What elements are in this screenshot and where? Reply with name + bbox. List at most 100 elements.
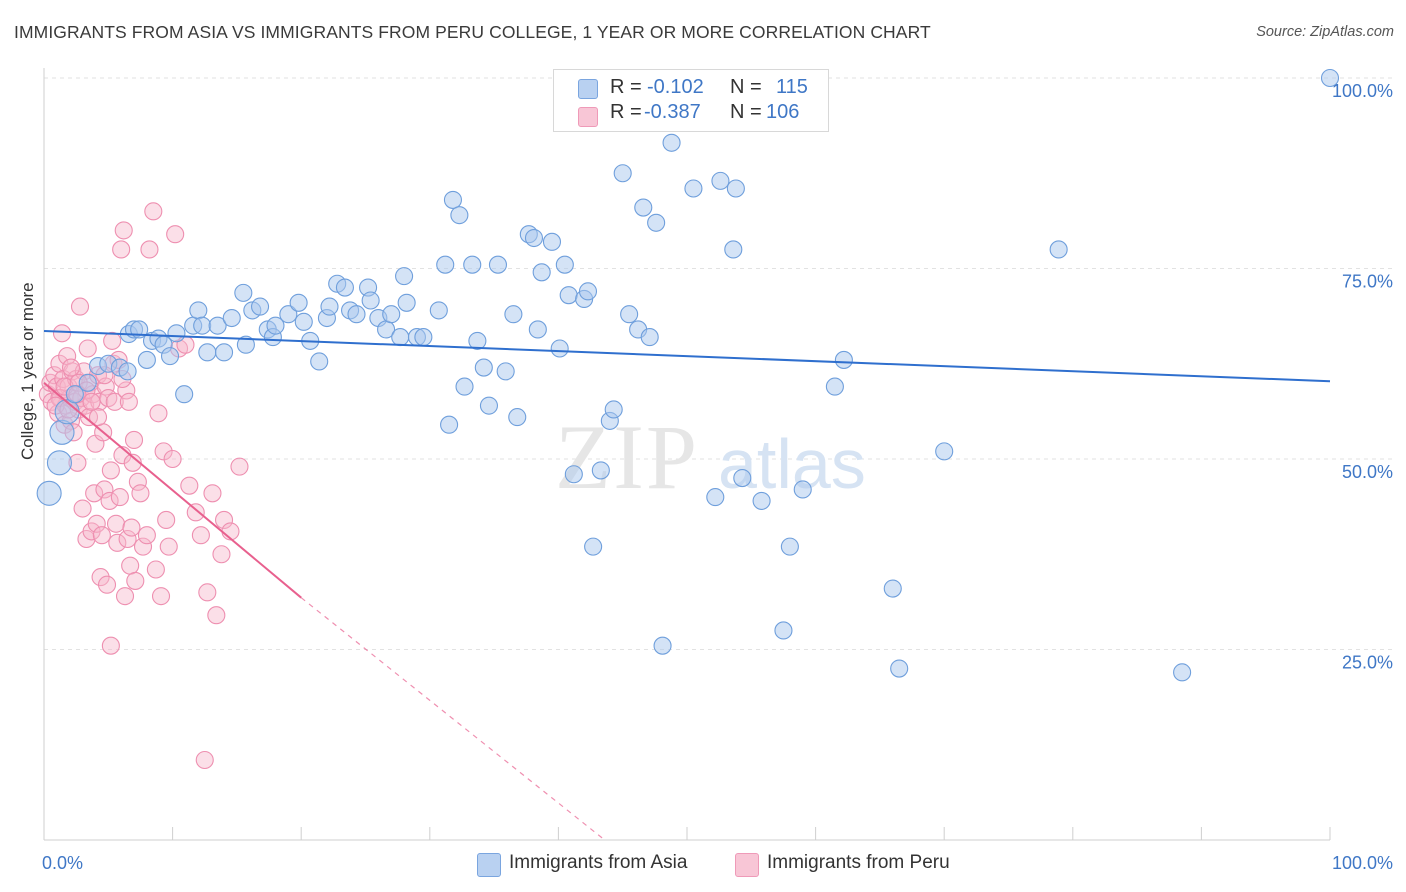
asia-point	[662, 133, 681, 152]
peru-point	[124, 430, 144, 450]
peru-point	[163, 449, 182, 469]
asia-point	[935, 442, 954, 461]
asia-point	[193, 316, 212, 335]
asia-point	[1173, 663, 1192, 682]
asia-point	[214, 343, 234, 362]
x-tick-label: 0.0%	[42, 853, 83, 873]
asia-point	[36, 480, 62, 506]
asia-point	[550, 339, 569, 358]
asia-point	[496, 362, 515, 381]
asia-point	[361, 291, 380, 310]
watermark-atlas: atlas	[718, 425, 866, 503]
asia-point	[774, 621, 793, 640]
asia-point	[653, 636, 672, 655]
peru-point	[151, 587, 171, 606]
peru-point	[87, 514, 106, 533]
peru-point	[91, 568, 110, 587]
legend-r-label: R =	[610, 76, 642, 98]
asia-point	[634, 198, 653, 217]
tick-labels: 25.0% 50.0% 75.0% 100.0% 0.0% 100.0%	[42, 81, 1393, 873]
asia-point	[752, 491, 771, 510]
chart-title: IMMIGRANTS FROM ASIA VS IMMIGRANTS FROM …	[14, 22, 931, 42]
peru-point	[159, 537, 178, 556]
peru-series	[38, 202, 249, 770]
peru-point	[157, 510, 176, 530]
peru-point	[128, 472, 147, 491]
peru-point	[126, 571, 145, 590]
asia-point	[175, 385, 194, 404]
peru-point	[212, 545, 231, 564]
peru-point	[119, 392, 138, 411]
asia-point	[890, 659, 909, 678]
asia-point	[524, 228, 544, 248]
asia-point	[397, 293, 416, 312]
peru-point	[105, 392, 124, 411]
grid-lines	[44, 77, 1392, 650]
peru-point	[73, 499, 92, 518]
peru-point	[149, 404, 168, 423]
asia-point	[508, 408, 527, 427]
source-label: Source: ZipAtlas.com	[1256, 24, 1394, 40]
peru-point	[88, 408, 108, 427]
asia-point	[711, 171, 730, 190]
asia-point	[49, 419, 75, 445]
axes	[43, 68, 1331, 841]
asia-point	[250, 297, 270, 316]
legend-asia-r: -0.102	[647, 76, 704, 98]
peru-point	[191, 526, 210, 545]
asia-point	[395, 267, 414, 286]
peru-point	[146, 560, 165, 579]
asia-point	[429, 301, 448, 320]
asia-point	[825, 377, 844, 396]
asia-point	[726, 179, 745, 198]
asia-legend-swatch	[477, 853, 501, 877]
peru-point	[100, 491, 119, 510]
legend-asia-n: 115	[776, 76, 808, 98]
asia-point	[234, 283, 253, 302]
peru-point	[90, 392, 109, 411]
asia-point	[1049, 240, 1068, 259]
asia-point	[591, 461, 610, 480]
asia-series	[36, 68, 1340, 682]
y-tick-label: 75.0%	[1342, 272, 1393, 292]
asia-point	[542, 232, 562, 251]
asia-point	[455, 377, 474, 396]
peru-point	[186, 503, 205, 522]
peru-point	[85, 484, 104, 503]
asia-point	[706, 488, 725, 507]
asia-point	[883, 579, 902, 598]
peru-point	[108, 533, 127, 552]
asia-swatch	[578, 79, 598, 99]
watermark-zip: ZIP	[555, 406, 699, 508]
asia-point	[335, 278, 354, 297]
peru-point	[115, 587, 135, 606]
asia-point	[414, 328, 433, 347]
asia-point	[479, 396, 499, 415]
asia-point	[289, 293, 308, 312]
asia-point	[382, 305, 401, 324]
asia-point	[137, 350, 156, 369]
asia-legend-label: Immigrants from Asia	[509, 852, 688, 873]
legend-r-label: R =	[610, 101, 642, 123]
peru-point	[180, 476, 199, 495]
peru-point	[101, 636, 120, 655]
legend-row-asia: R = -0.102 N = 115	[554, 73, 828, 101]
asia-point	[528, 320, 547, 339]
asia-point	[564, 465, 583, 484]
peru-point	[203, 484, 222, 503]
asia-point	[684, 179, 703, 198]
asia-point	[160, 347, 180, 366]
asia-point	[266, 316, 285, 335]
asia-point	[468, 331, 487, 350]
asia-point	[78, 373, 97, 392]
legend-row-peru: R = -0.387 N = 106	[554, 101, 828, 129]
peru-point	[195, 750, 214, 770]
peru-point	[82, 392, 101, 411]
asia-point	[647, 213, 666, 232]
y-axis-label: College, 1 year or more	[18, 282, 37, 460]
asia-point	[198, 343, 217, 362]
y-tick-label: 25.0%	[1342, 653, 1393, 673]
peru-point	[103, 331, 122, 350]
asia-point	[440, 415, 459, 434]
